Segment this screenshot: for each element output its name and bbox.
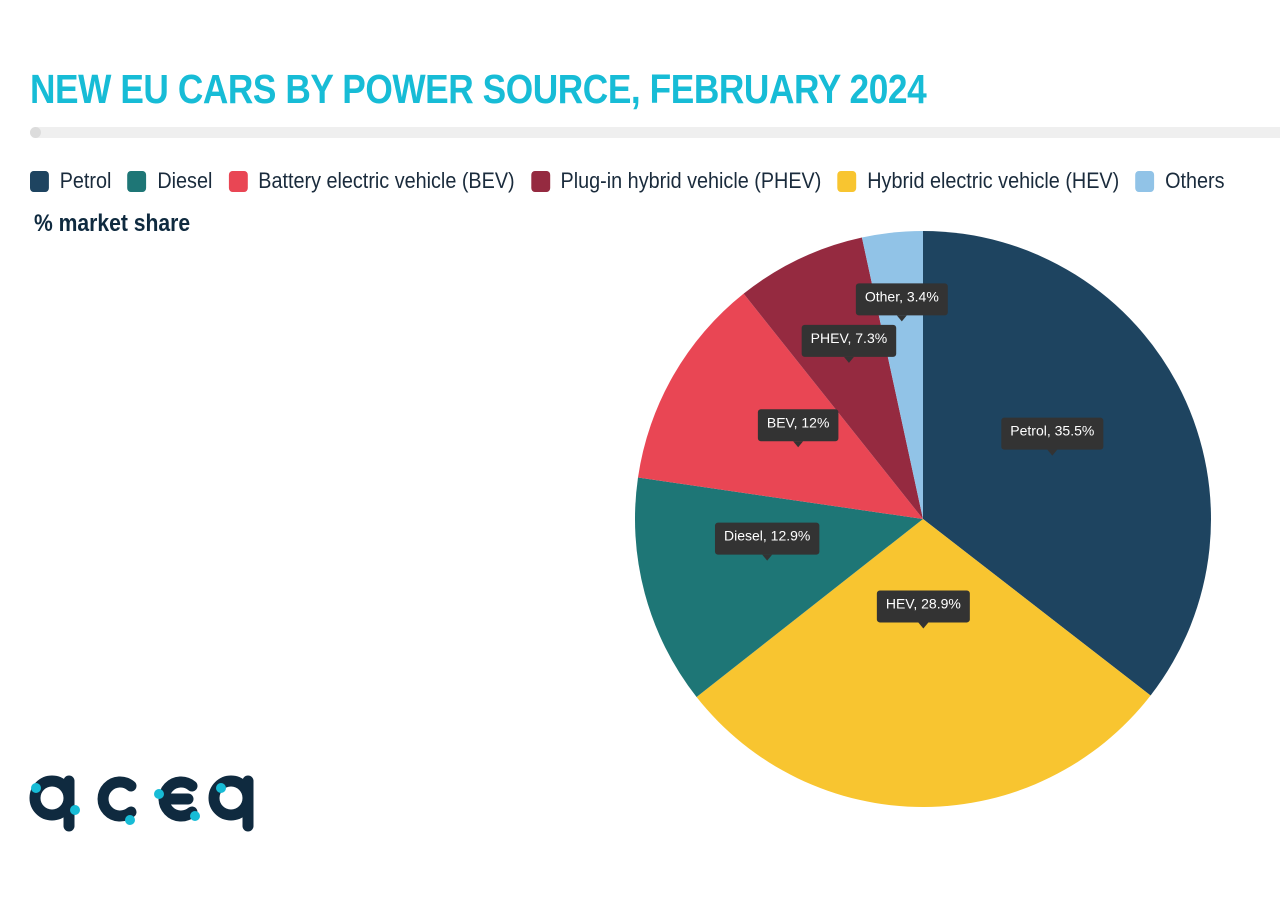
pie-slice-bev[interactable] <box>638 293 923 519</box>
data-label-text-bev: BEV, 12% <box>767 414 830 430</box>
data-label-text-petrol: Petrol, 35.5% <box>1010 423 1094 439</box>
legend-item-others[interactable]: Others <box>1135 168 1225 194</box>
data-label-phev: PHEV, 7.3% <box>801 324 897 363</box>
data-label-box <box>714 522 820 555</box>
data-label-pointer <box>1047 449 1058 456</box>
legend-swatch-others <box>1135 170 1155 192</box>
pie-slice-diesel[interactable] <box>634 477 923 697</box>
legend-label-hev: Hybrid electric vehicle (HEV) <box>867 168 1120 193</box>
legend-swatch-hev <box>837 170 857 192</box>
data-label-box <box>855 283 948 316</box>
legend-label-others: Others <box>1165 168 1225 193</box>
legend-label-phev: Plug-in hybrid vehicle (PHEV) <box>560 168 822 193</box>
legend-label-bev: Battery electric vehicle (BEV) <box>258 168 515 193</box>
data-label-diesel: Diesel, 12.9% <box>714 522 820 561</box>
legend-swatch-petrol <box>30 170 49 192</box>
data-label-box <box>757 409 839 442</box>
pie-slice-hev[interactable] <box>696 519 1151 807</box>
legend-item-phev[interactable]: Plug-in hybrid vehicle (PHEV) <box>530 168 822 194</box>
data-label-pointer <box>918 622 929 629</box>
data-label-box <box>1001 417 1104 450</box>
legend-item-diesel[interactable]: Diesel <box>127 168 213 194</box>
pie-slice-phev[interactable] <box>743 237 923 520</box>
legend-label-petrol: Petrol <box>59 168 112 193</box>
data-label-petrol: Petrol, 35.5% <box>1001 417 1104 456</box>
legend-label-diesel: Diesel <box>157 168 213 193</box>
chart-legend: Petrol Diesel Battery electric vehicle (… <box>30 168 1241 194</box>
data-label-box <box>876 590 970 623</box>
chart-title: NEW EU CARS BY POWER SOURCE, FEBRUARY 20… <box>30 66 927 112</box>
data-label-hev: HEV, 28.9% <box>876 590 970 629</box>
data-label-text-phev: PHEV, 7.3% <box>811 330 888 346</box>
data-label-pointer <box>896 315 907 322</box>
data-label-pointer <box>793 441 804 448</box>
legend-item-hev[interactable]: Hybrid electric vehicle (HEV) <box>837 168 1120 194</box>
legend-swatch-bev <box>228 170 248 192</box>
legend-item-bev[interactable]: Battery electric vehicle (BEV) <box>228 168 515 194</box>
title-divider <box>30 127 1280 138</box>
acea-logo <box>29 775 254 832</box>
data-label-text-other: Other, 3.4% <box>865 288 939 304</box>
data-label-other: Other, 3.4% <box>855 283 948 322</box>
legend-swatch-diesel <box>127 170 147 192</box>
legend-swatch-phev <box>530 170 550 192</box>
data-label-text-hev: HEV, 28.9% <box>886 595 961 611</box>
data-label-pointer <box>843 356 854 363</box>
data-label-pointer <box>762 554 773 561</box>
data-label-text-diesel: Diesel, 12.9% <box>724 528 810 544</box>
title-divider-dot <box>30 127 41 138</box>
chart-subtitle: % market share <box>34 210 191 237</box>
pie-slice-petrol[interactable] <box>923 231 1211 696</box>
legend-item-petrol[interactable]: Petrol <box>30 168 111 194</box>
data-label-bev: BEV, 12% <box>757 409 839 448</box>
data-label-box <box>801 324 897 357</box>
